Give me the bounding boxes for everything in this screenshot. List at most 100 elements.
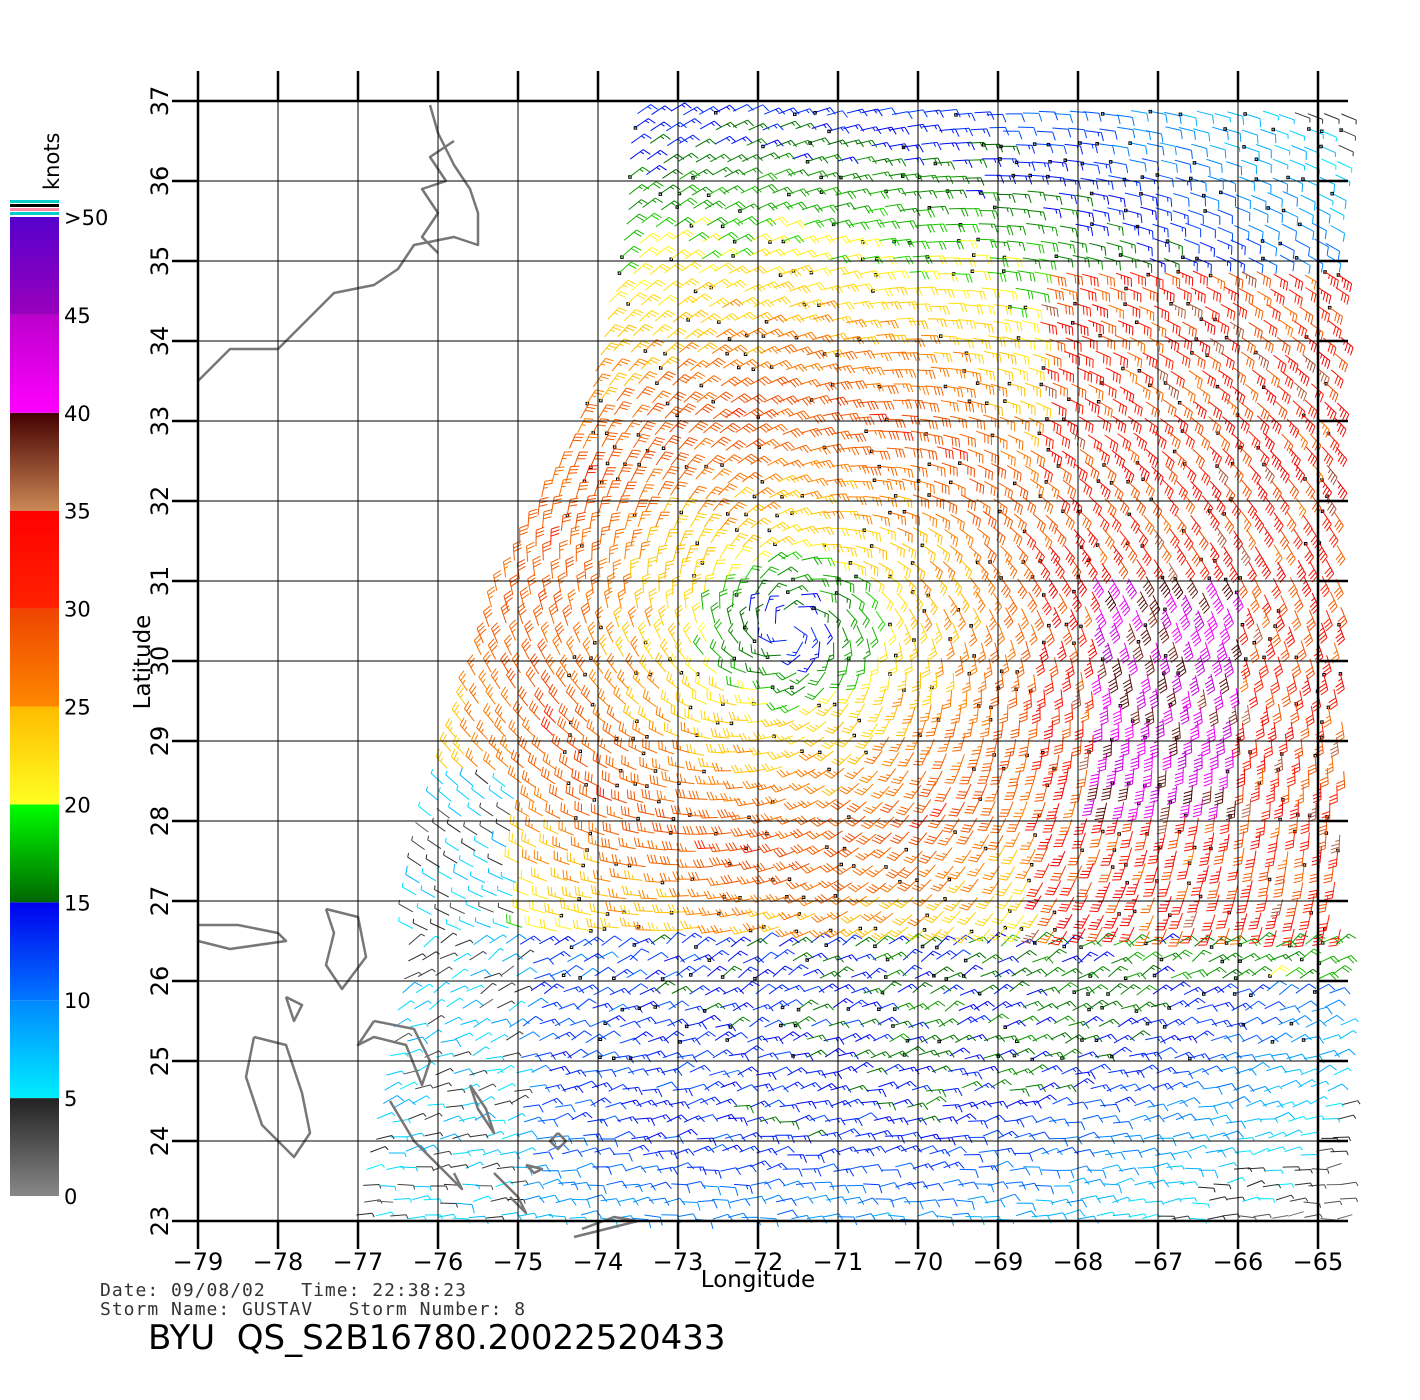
wind-barb-group [1303,1181,1359,1219]
wind-barb-group [625,342,892,941]
wind-barb-group [461,838,1216,1193]
y-tick-label: 37 [146,86,174,117]
wind-barb-group [468,350,1146,882]
wind-barb-group [1171,578,1184,600]
wind-barb-group [1216,641,1228,663]
wind-barb-group [918,286,1012,316]
wind-barb-group [422,769,489,961]
coastline-segment [356,1019,432,1087]
wind-barb-group [511,415,1140,890]
wind-barb-group [807,156,1054,964]
wind-barb-group [525,271,1305,892]
coastline-segment [493,1172,528,1215]
wind-barb-group [444,836,513,897]
wind-barb-group [767,174,874,596]
wind-barb-group [1026,242,1045,254]
wind-barb-group [562,330,1016,884]
wind-barb-group [1086,673,1230,801]
colorbar-label: 30 [64,598,91,622]
wind-barb-group [554,193,1190,1028]
wind-barb-group [1051,1055,1325,1207]
wind-barb-group [1165,382,1180,400]
wind-barb-group [710,188,826,686]
wind-barb-group [704,123,1110,1080]
wind-barb-group [1241,271,1257,288]
colorbar-band [10,902,59,1001]
y-tick-label: 24 [146,1126,174,1157]
wind-barb-group [506,610,886,928]
wind-barb-group [1326,464,1338,486]
wind-barb-group [1208,706,1219,727]
wind-barb-group [620,354,1221,885]
wind-barb-group [1147,606,1158,628]
wind-barb-group [1200,318,1275,452]
wind-barb-group [753,299,849,718]
wind-barb-group [532,111,1286,1190]
wind-barb-group [513,113,1262,1224]
wind-barb-group [1221,578,1234,601]
wind-barb-group [1149,594,1161,617]
wind-barb-group [513,233,1024,929]
wind-barb-group [503,401,1282,897]
wind-barb-group [431,802,494,832]
wind-barb-group [641,112,1043,1226]
wind-barb-group [935,161,1059,1012]
wind-barb-group [405,144,1272,1152]
wind-barb-group [876,254,1018,301]
wind-barb-group [1149,594,1193,710]
wind-barb-group [366,1115,1325,1170]
wind-barb-group [440,932,526,1204]
wind-barb-group [1018,145,1193,1191]
wind-barb-group [703,257,962,674]
wind-barb-group [1168,737,1178,758]
wind-barb-group [617,1101,1234,1206]
wind-barb-group [837,607,1193,980]
wind-barb-group [666,136,1271,1097]
y-tick-label: 29 [146,726,174,757]
wind-barb-group [599,113,1121,1113]
colorbar-label: 0 [64,1185,77,1209]
wind-barb-group [640,301,1041,930]
y-tick-label: 27 [146,886,174,917]
wind-barb-group [655,216,677,228]
x-tick-label: −72 [733,1248,784,1276]
wind-barb-group [727,154,852,609]
wind-barb-group [663,153,828,1058]
wind-barb-group [1043,274,1353,943]
wind-barb-group [614,192,1206,1206]
colorbar-label: 25 [64,696,91,720]
wind-barb-group [616,265,961,932]
wind-barb-group [730,639,1344,945]
wind-barb-group [582,358,996,780]
wind-barb-group [623,309,1045,750]
wind-barb-group [972,270,992,281]
wind-barb-group [933,352,953,363]
wind-barb-group [724,152,988,996]
wind-barb-group [490,399,1344,817]
wind-barb-group [1110,591,1244,822]
date-time-line: Date: 09/08/02 Time: 22:38:23 [100,1280,467,1301]
wind-barb-group [622,126,1183,1229]
wind-barb-group [691,282,1001,705]
wind-barb-group [375,158,1337,1217]
wind-barb-group [1166,687,1177,709]
wind-barb-group [663,932,873,1144]
wind-barb-group [416,787,1352,1157]
wind-barb-group [674,281,882,719]
wind-barb-group [394,145,1307,1108]
wind-barb-group [855,178,1253,1061]
wind-barb-group [536,242,1341,1226]
wind-barb-group [751,220,807,242]
wind-barb-group [386,1070,1198,1186]
x-tick-label: −69 [973,1248,1024,1276]
wind-barb-group [506,113,1324,1201]
wind-barb-group [707,143,1311,1152]
wind-barb-group [669,527,850,673]
wind-barb-group [674,534,963,911]
wind-barb-group [737,209,1163,962]
wind-barb-group [1209,337,1339,758]
wind-barb-group [425,145,1336,1225]
wind-barb-group [456,342,951,914]
wind-barb-group [1320,1214,1353,1221]
wind-barb-group [608,949,971,1092]
